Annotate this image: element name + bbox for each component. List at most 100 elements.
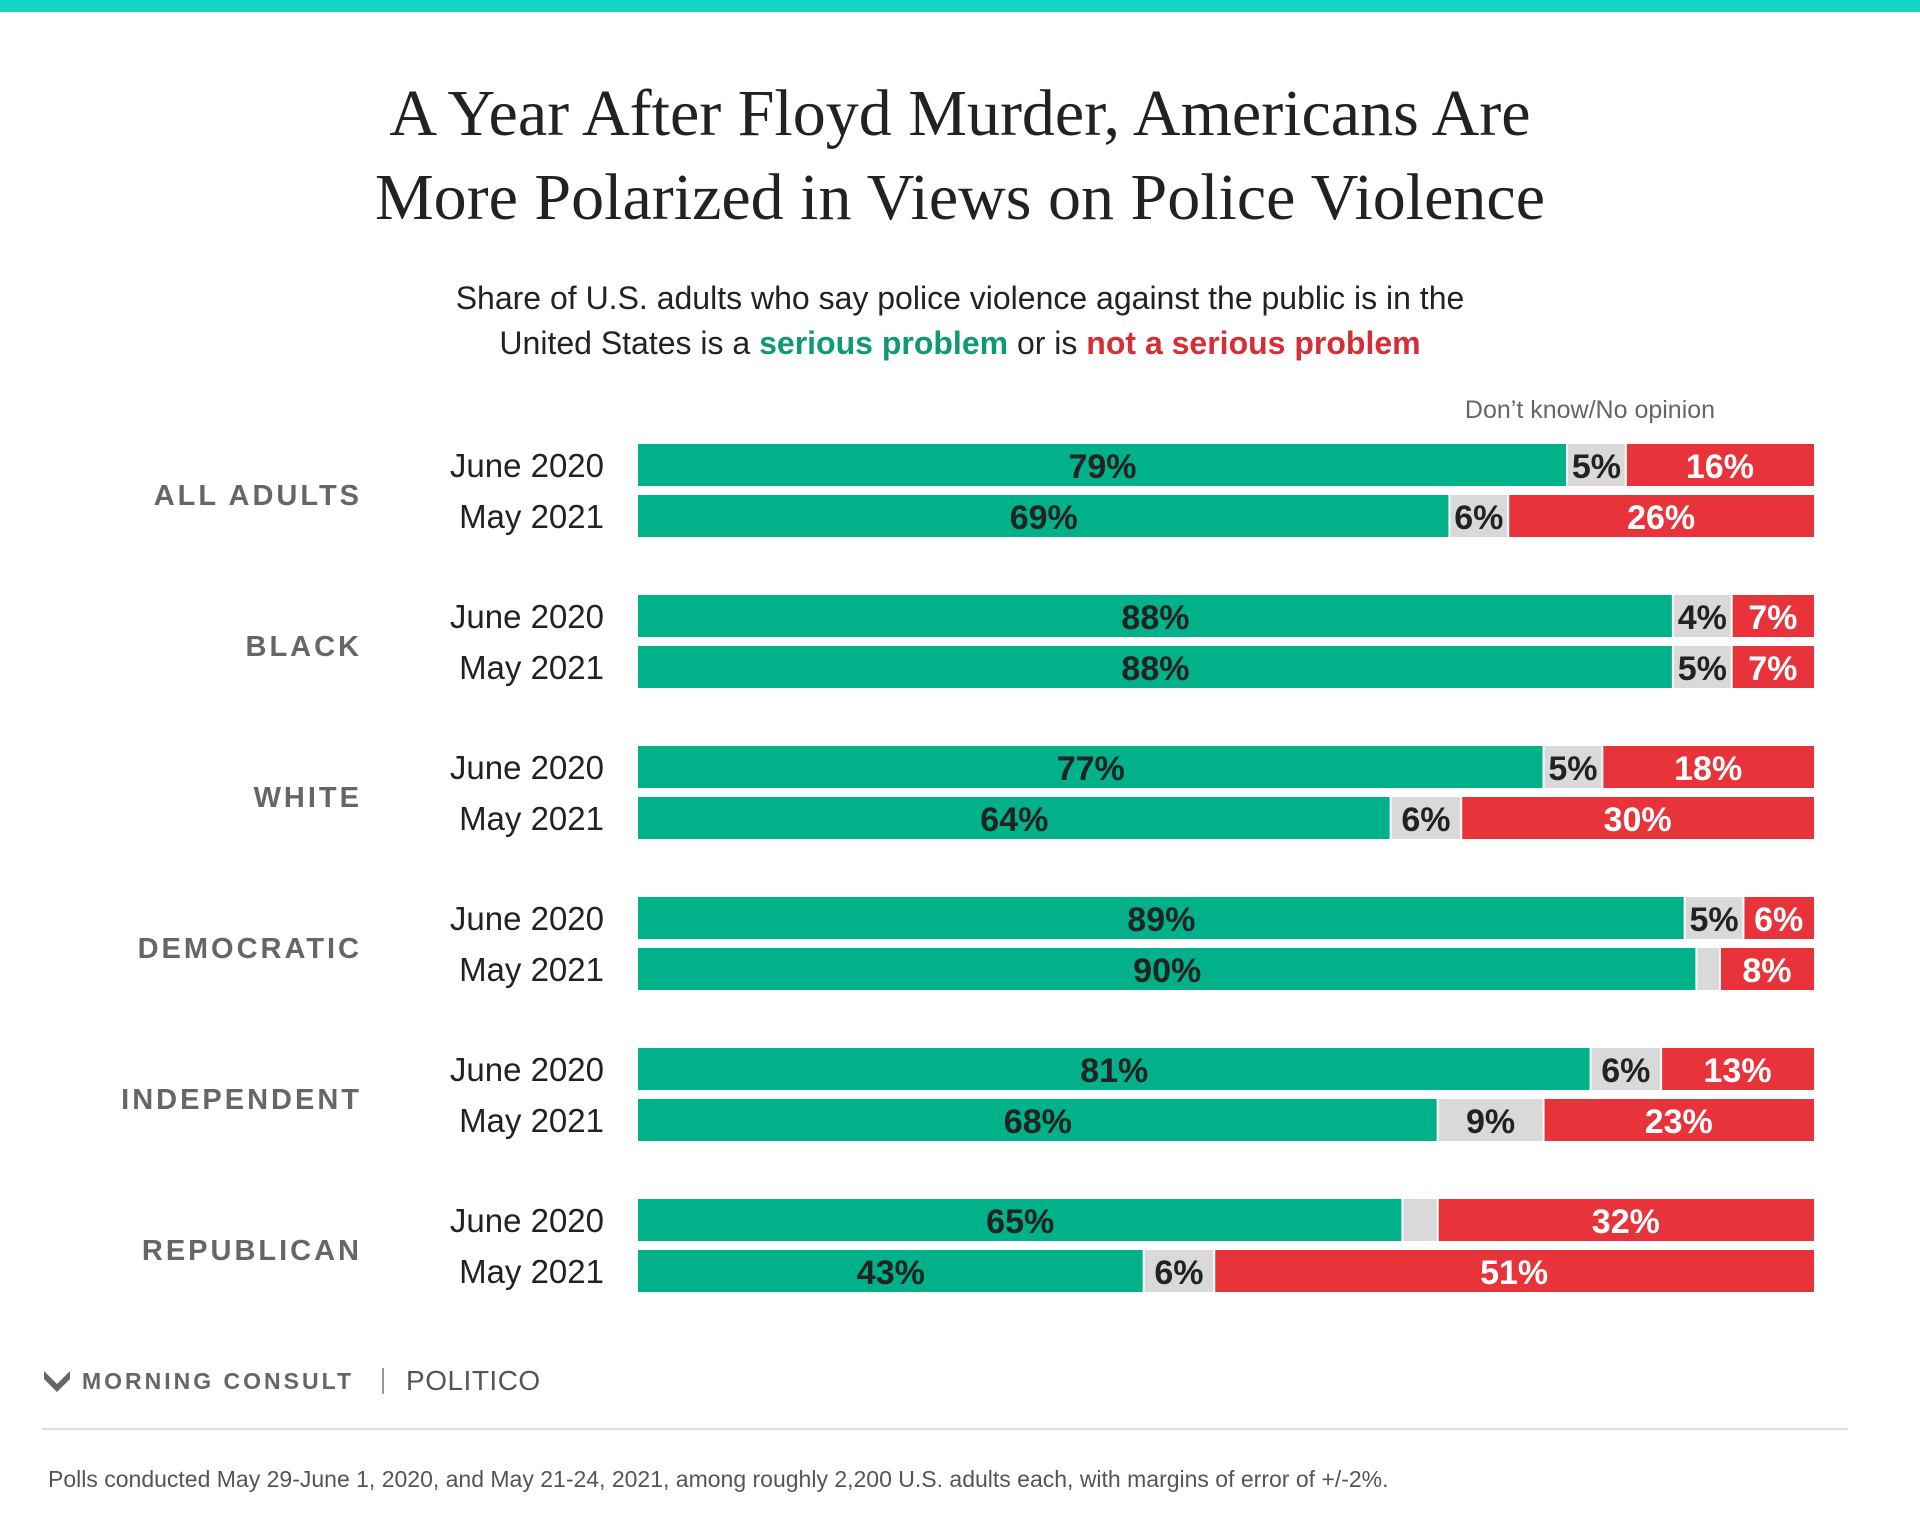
value-label-dont-know: 5% [1548, 750, 1597, 788]
bar-serious [638, 1099, 1438, 1141]
footer-divider [42, 1428, 1848, 1430]
bar-not-serious [1508, 495, 1814, 537]
bar-dont-know [1696, 948, 1720, 990]
subtitle-keyword-not-serious: not a serious problem [1086, 325, 1421, 361]
chart-subtitle-line-2: United States is a serious problem or is… [0, 321, 1920, 366]
bar-serious [638, 948, 1697, 990]
value-label-dont-know: 4% [1678, 599, 1727, 637]
bar-dont-know [1567, 444, 1626, 486]
value-label-serious: 79% [1068, 448, 1136, 486]
value-label-dont-know: 6% [1401, 801, 1450, 839]
bar-group: REPUBLICAN June 2020 65% 32% May 2021 43% 6% 51… [142, 1199, 1814, 1292]
dont-know-legend-label: Don’t know/No opinion [1465, 396, 1715, 424]
chart-title-line-2: More Polarized in Views on Police Violen… [374, 161, 1546, 234]
bar-serious [638, 1048, 1591, 1090]
row-label: June 2020 [450, 598, 604, 635]
bar-dont-know [1543, 746, 1603, 788]
value-label-dont-know: 5% [1689, 901, 1738, 939]
row-label: June 2020 [450, 749, 604, 786]
bar-not-serious [1743, 897, 1814, 939]
value-label-not-serious: 16% [1686, 448, 1754, 486]
value-label-not-serious: 7% [1748, 650, 1797, 688]
value-label-serious: 88% [1121, 650, 1189, 688]
group-label: DEMOCRATIC [138, 933, 362, 965]
bar-serious [638, 595, 1673, 637]
group-label: WHITE [254, 782, 362, 814]
subtitle-keyword-serious: serious problem [759, 325, 1009, 361]
value-label-dont-know: 5% [1678, 650, 1727, 688]
value-label-not-serious: 32% [1592, 1203, 1660, 1241]
value-label-not-serious: 8% [1742, 952, 1791, 990]
chart-title: A Year After Floyd Murder, Americans Are… [0, 72, 1920, 240]
bar-not-serious [1214, 1250, 1814, 1292]
bar-not-serious [1661, 1048, 1814, 1090]
bar-dont-know [1449, 495, 1509, 537]
bar-serious [638, 1199, 1403, 1241]
bar-dont-know [1684, 897, 1744, 939]
stacked-bar-chart: Don’t know/No opinion ALL ADULTS June 2020… [121, 396, 1814, 1292]
value-label-dont-know: 6% [1601, 1052, 1650, 1090]
value-label-serious: 88% [1121, 599, 1189, 637]
row-label: June 2020 [450, 900, 604, 937]
morning-consult-logo-icon [44, 1371, 70, 1392]
value-label-serious: 90% [1133, 952, 1201, 990]
row-label: May 2021 [459, 1253, 604, 1290]
bar-group: INDEPENDENT June 2020 81% 6% 13% May 2021 68% 9… [121, 1048, 1814, 1141]
bar-dont-know [1402, 1199, 1438, 1241]
value-label-not-serious: 7% [1748, 599, 1797, 637]
bar-serious [638, 646, 1673, 688]
bar-serious [638, 746, 1544, 788]
row-label: May 2021 [459, 498, 604, 535]
value-label-serious: 65% [986, 1203, 1054, 1241]
value-label-not-serious: 18% [1674, 750, 1742, 788]
row-label: May 2021 [459, 951, 604, 988]
subtitle-text-pre: United States is a [499, 325, 760, 361]
bar-dont-know [1672, 646, 1732, 688]
row-label: June 2020 [450, 447, 604, 484]
bar-dont-know [1672, 595, 1732, 637]
row-label: May 2021 [459, 1102, 604, 1139]
group-label: REPUBLICAN [142, 1235, 362, 1267]
row-label: May 2021 [459, 649, 604, 686]
bar-not-serious [1625, 444, 1814, 486]
brand-divider [382, 1368, 385, 1394]
bar-group: DEMOCRATIC June 2020 89% 5% 6% May 2021 90% 8% [138, 897, 1814, 990]
value-label-not-serious: 23% [1645, 1103, 1713, 1141]
group-label: BLACK [246, 631, 363, 663]
value-label-not-serious: 6% [1754, 901, 1803, 939]
value-label-dont-know: 6% [1454, 499, 1503, 537]
value-label-dont-know: 6% [1154, 1254, 1203, 1292]
value-label-not-serious: 26% [1627, 499, 1695, 537]
value-label-serious: 81% [1080, 1052, 1148, 1090]
footnote: Polls conducted May 29-June 1, 2020, and… [48, 1466, 1389, 1492]
row-label: May 2021 [459, 800, 604, 837]
group-label: ALL ADULTS [154, 480, 362, 512]
bar-dont-know [1390, 797, 1462, 839]
bar-group: ALL ADULTS June 2020 79% 5% 16% May 2021 69% 6%… [154, 444, 1814, 537]
chart-subtitle: Share of U.S. adults who say police viol… [0, 276, 1920, 366]
value-label-not-serious: 51% [1480, 1254, 1548, 1292]
bar-group: BLACK June 2020 88% 4% 7% May 2021 88% 5% 7% [246, 595, 1814, 688]
chart-subtitle-line-1: Share of U.S. adults who say police viol… [455, 280, 1465, 316]
bar-not-serious [1543, 1099, 1814, 1141]
value-label-serious: 68% [1004, 1103, 1072, 1141]
bar-not-serious [1437, 1199, 1814, 1241]
row-label: June 2020 [450, 1051, 604, 1088]
value-label-not-serious: 30% [1604, 801, 1672, 839]
bar-serious [638, 495, 1450, 537]
bar-serious [638, 444, 1568, 486]
brand-footer: MORNING CONSULT POLITICO [42, 1364, 541, 1398]
subtitle-text-mid: or is [1008, 325, 1087, 361]
bar-not-serious [1719, 948, 1814, 990]
top-accent-stripe [0, 0, 1920, 12]
brand-name: MORNING CONSULT [82, 1367, 355, 1394]
chart-title-line-1: A Year After Floyd Murder, Americans Are [389, 77, 1531, 150]
bar-not-serious [1731, 595, 1814, 637]
row-label: June 2020 [450, 1202, 604, 1239]
value-label-dont-know: 5% [1572, 448, 1621, 486]
value-label-dont-know: 9% [1466, 1103, 1515, 1141]
bar-serious [638, 797, 1391, 839]
bar-group: WHITE June 2020 77% 5% 18% May 2021 64% 6% 30% [254, 746, 1814, 839]
value-label-serious: 64% [980, 801, 1048, 839]
value-label-not-serious: 13% [1704, 1052, 1772, 1090]
